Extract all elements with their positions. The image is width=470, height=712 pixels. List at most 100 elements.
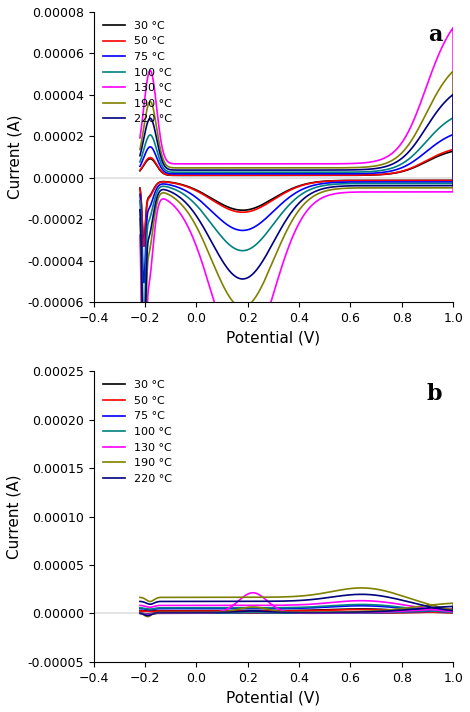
50 °C	[359, 605, 364, 614]
50 °C	[145, 609, 150, 618]
100 °C	[137, 157, 143, 166]
50 °C	[243, 171, 248, 179]
Line: 130 °C: 130 °C	[140, 28, 453, 540]
30 °C	[409, 164, 415, 173]
75 °C	[434, 607, 440, 616]
190 °C	[243, 603, 249, 612]
220 °C	[434, 604, 440, 612]
220 °C	[349, 608, 354, 617]
130 °C	[349, 608, 355, 617]
100 °C	[220, 168, 226, 177]
190 °C	[359, 584, 364, 592]
30 °C	[450, 147, 456, 155]
30 °C	[409, 608, 415, 617]
220 °C	[220, 166, 226, 174]
50 °C	[243, 609, 249, 617]
50 °C	[349, 609, 354, 617]
75 °C	[137, 609, 143, 617]
220 °C	[137, 152, 143, 160]
75 °C	[137, 604, 143, 613]
Line: 50 °C: 50 °C	[140, 150, 453, 246]
190 °C	[243, 164, 248, 172]
190 °C	[434, 602, 440, 611]
30 °C	[141, 238, 147, 246]
130 °C	[434, 187, 440, 196]
130 °C	[141, 536, 147, 545]
220 °C	[137, 609, 143, 617]
Y-axis label: Current (A): Current (A)	[7, 115, 22, 199]
190 °C	[434, 184, 440, 192]
75 °C	[137, 162, 143, 171]
190 °C	[137, 593, 143, 602]
30 °C	[434, 176, 440, 184]
Line: 190 °C: 190 °C	[140, 71, 453, 436]
130 °C	[137, 231, 143, 239]
75 °C	[421, 606, 427, 614]
190 °C	[221, 607, 227, 616]
30 °C	[359, 604, 364, 613]
30 °C	[434, 608, 440, 617]
75 °C	[145, 610, 150, 619]
Line: 100 °C: 100 °C	[140, 604, 453, 614]
100 °C	[348, 168, 354, 177]
100 °C	[409, 152, 415, 161]
50 °C	[137, 184, 143, 193]
100 °C	[421, 605, 427, 614]
130 °C	[410, 607, 415, 615]
50 °C	[450, 145, 456, 154]
Text: a: a	[428, 23, 442, 46]
220 °C	[145, 612, 150, 620]
130 °C	[137, 134, 143, 142]
75 °C	[141, 278, 147, 287]
75 °C	[434, 177, 440, 186]
130 °C	[243, 159, 248, 168]
220 °C	[434, 182, 440, 190]
Line: 75 °C: 75 °C	[140, 606, 453, 614]
100 °C	[137, 609, 143, 617]
Y-axis label: Current (A): Current (A)	[7, 474, 22, 559]
190 °C	[137, 214, 143, 223]
190 °C	[220, 164, 226, 172]
190 °C	[137, 145, 143, 154]
100 °C	[243, 608, 249, 617]
Line: 100 °C: 100 °C	[140, 117, 453, 323]
75 °C	[348, 169, 354, 178]
130 °C	[348, 159, 354, 168]
75 °C	[421, 177, 427, 186]
50 °C	[434, 177, 440, 185]
Line: 220 °C: 220 °C	[140, 595, 453, 616]
X-axis label: Potential (V): Potential (V)	[227, 330, 321, 345]
100 °C	[137, 197, 143, 205]
30 °C	[137, 167, 143, 175]
220 °C	[137, 205, 143, 214]
220 °C	[450, 90, 456, 99]
100 °C	[421, 179, 427, 188]
75 °C	[409, 607, 415, 616]
50 °C	[141, 242, 147, 251]
190 °C	[348, 164, 354, 172]
190 °C	[450, 67, 456, 75]
100 °C	[409, 607, 415, 616]
50 °C	[137, 609, 143, 617]
75 °C	[221, 609, 227, 617]
Line: 30 °C: 30 °C	[140, 609, 453, 614]
190 °C	[349, 607, 354, 616]
100 °C	[434, 179, 440, 188]
30 °C	[137, 609, 143, 617]
75 °C	[359, 602, 364, 610]
100 °C	[141, 318, 147, 327]
30 °C	[221, 609, 227, 617]
50 °C	[409, 164, 415, 172]
75 °C	[450, 130, 456, 139]
Line: 190 °C: 190 °C	[140, 588, 453, 617]
Line: 30 °C: 30 °C	[140, 151, 453, 242]
30 °C	[349, 609, 354, 617]
220 °C	[221, 608, 227, 617]
30 °C	[421, 176, 427, 184]
30 °C	[243, 609, 249, 617]
X-axis label: Potential (V): Potential (V)	[227, 690, 321, 705]
50 °C	[421, 177, 427, 185]
220 °C	[243, 166, 248, 174]
100 °C	[359, 600, 364, 609]
50 °C	[434, 608, 440, 617]
